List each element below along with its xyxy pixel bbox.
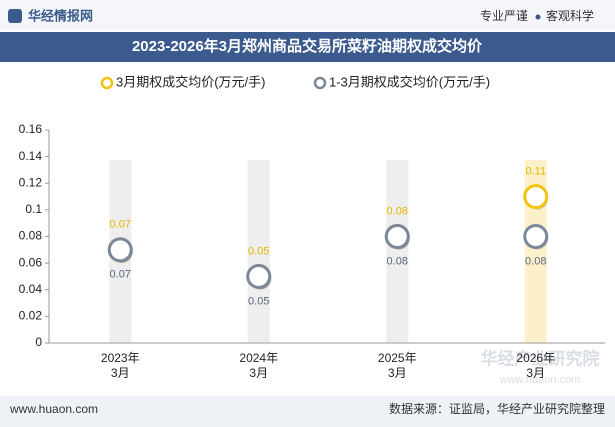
x-tick-label: 2025年 3月 bbox=[377, 351, 417, 380]
x-tick-label: 2024年 3月 bbox=[239, 351, 279, 380]
y-tick-label: 0.1 bbox=[25, 202, 42, 216]
y-tick-label: 0.08 bbox=[19, 229, 43, 243]
watermark: 华经产业研究院 bbox=[481, 348, 600, 368]
title-bar bbox=[0, 32, 615, 62]
column-background bbox=[386, 160, 409, 343]
data-label: 0.08 bbox=[525, 255, 546, 267]
logo: 华经情报网 bbox=[28, 8, 93, 23]
y-tick-label: 0.12 bbox=[19, 175, 43, 189]
point bbox=[523, 224, 549, 249]
legend-marker bbox=[100, 76, 114, 90]
point bbox=[384, 224, 410, 249]
data-label: 0.08 bbox=[387, 255, 408, 267]
legend-label: 3月期权成交均价(万元/手) bbox=[116, 74, 266, 89]
data-label: 0.07 bbox=[110, 269, 131, 281]
y-tick-label: 0.04 bbox=[19, 282, 43, 296]
footer-website: www.huaon.com bbox=[9, 402, 98, 416]
x-tick-label: 2023年 3月 bbox=[100, 351, 140, 380]
data-label: 0.07 bbox=[110, 219, 131, 231]
footer-bar bbox=[0, 396, 615, 427]
data-label: 0.08 bbox=[387, 205, 408, 217]
y-tick-label: 0.02 bbox=[19, 309, 43, 323]
point bbox=[246, 263, 272, 289]
y-tick-label: 0.16 bbox=[19, 122, 43, 136]
slogan: 专业严谨 bbox=[480, 8, 528, 23]
column-background bbox=[247, 160, 270, 343]
footer-source: 数据来源：证监局，华经产业研究院整理 bbox=[389, 401, 605, 416]
legend-label: 1-3月期权成交均价(万元/手) bbox=[329, 74, 490, 89]
logo-icon bbox=[8, 9, 22, 23]
watermark: www.huaon.com bbox=[499, 374, 581, 386]
x-tick-label: 2026年 3月 bbox=[516, 351, 556, 380]
slogan-dot bbox=[535, 14, 541, 20]
data-label: 0.05 bbox=[248, 245, 269, 257]
point bbox=[523, 184, 549, 210]
chart-title: 2023-2026年3月郑州商品交易所菜籽油期权成交均价 bbox=[132, 37, 483, 55]
y-tick-label: 0.06 bbox=[19, 255, 43, 269]
y-tick-label: 0.14 bbox=[19, 149, 43, 163]
data-label: 0.11 bbox=[525, 165, 546, 177]
legend-marker bbox=[313, 76, 327, 90]
point bbox=[107, 237, 133, 263]
y-tick-label: 0 bbox=[35, 335, 42, 349]
slogan: 客观科学 bbox=[546, 8, 594, 23]
data-label: 0.05 bbox=[248, 295, 269, 307]
top-bar bbox=[0, 0, 615, 30]
